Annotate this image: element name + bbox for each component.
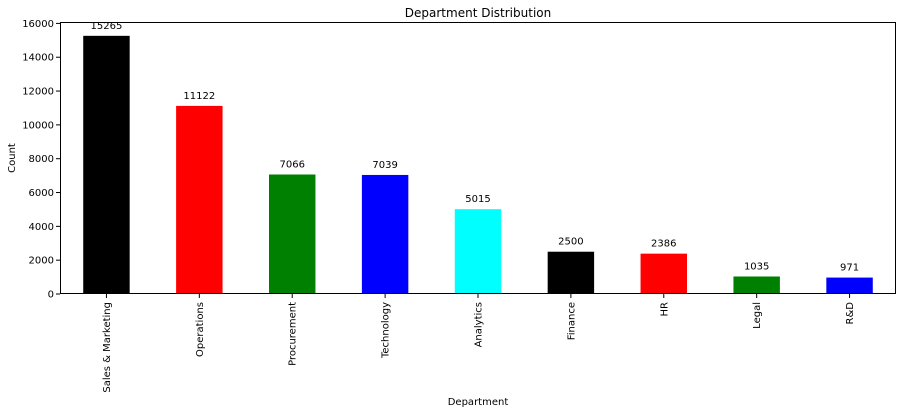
bar-data-label: 2386 <box>651 239 676 250</box>
bar-finance <box>547 251 595 294</box>
y-tick-label: 14000 <box>22 53 54 64</box>
y-axis-label: Count <box>7 143 18 173</box>
bar-data-label: 7066 <box>279 159 304 170</box>
x-axis-label: Department <box>448 397 509 408</box>
y-tick-label: 2000 <box>29 256 54 267</box>
x-axis: Sales & Marketing Operations Procurement Te… <box>102 294 856 393</box>
bar-hr <box>640 253 687 294</box>
y-tick-label: 0 <box>48 290 54 301</box>
x-tick-label: Technology <box>381 302 392 359</box>
y-tick-label: 4000 <box>29 222 54 233</box>
bar-data-label: 2500 <box>558 237 583 248</box>
bar-operations <box>176 105 223 294</box>
bar-legal <box>733 276 780 294</box>
y-tick-label: 8000 <box>29 154 54 165</box>
y-tick-label: 6000 <box>29 188 54 199</box>
bar-sales-marketing <box>83 35 130 295</box>
y-tick-label: 12000 <box>22 87 54 98</box>
bar-data-label: 5015 <box>465 194 490 205</box>
bar-data-label: 1035 <box>744 261 769 272</box>
y-tick-label: 10000 <box>22 120 54 131</box>
bar-technology <box>361 174 409 294</box>
bar-data-label: 7039 <box>372 160 397 171</box>
chart-title: Department Distribution <box>405 6 551 20</box>
bar-data-label: 15265 <box>91 21 123 32</box>
x-tick-label: Analytics <box>474 302 485 347</box>
x-tick-label: Finance <box>566 302 577 340</box>
bar-data-label: 971 <box>840 263 859 274</box>
bar-data-label: 11122 <box>183 91 215 102</box>
x-tick-label: Sales & Marketing <box>102 302 113 393</box>
plot-area-frame <box>60 22 896 294</box>
x-tick-label: R&D <box>845 302 856 325</box>
x-tick-label: Procurement <box>288 302 299 366</box>
bar-r-d <box>826 277 873 294</box>
bar-labels: 15265 11122 7066 7039 5015 2500 2386 1035 971 <box>91 21 860 274</box>
y-axis: 0 2000 4000 6000 8000 10000 12000 14000 16000 <box>22 19 60 301</box>
bar-procurement <box>269 174 316 294</box>
bars <box>83 35 873 295</box>
bar-analytics <box>454 209 502 294</box>
x-tick-label: HR <box>659 302 670 317</box>
x-tick-label: Operations <box>195 302 206 357</box>
x-tick-label: Legal <box>752 302 763 329</box>
y-tick-label: 16000 <box>22 19 54 30</box>
